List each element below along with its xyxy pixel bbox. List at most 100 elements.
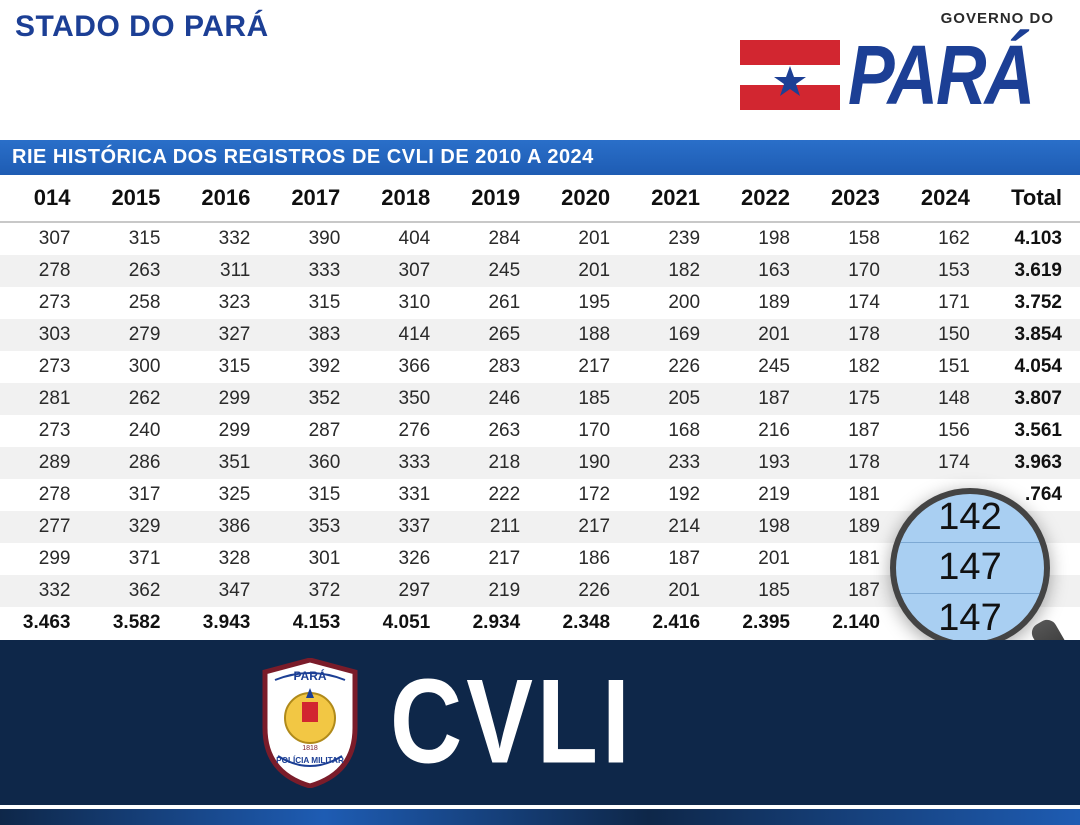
table-cell: 201: [628, 575, 718, 607]
table-cell: 289: [0, 447, 88, 479]
table-cell: 383: [268, 319, 358, 351]
table-col-header: 2022: [718, 175, 808, 222]
table-cell: 299: [178, 383, 268, 415]
table-sum-cell: 3.943: [178, 607, 268, 639]
table-cell: 218: [448, 447, 538, 479]
table-cell: 352: [268, 383, 358, 415]
table-cell: 278: [0, 479, 88, 511]
table-cell: 170: [538, 415, 628, 447]
table-cell: 187: [628, 543, 718, 575]
table-cell: 163: [718, 255, 808, 287]
table-sum-cell: 3.463: [0, 607, 88, 639]
magnifier-value: 142: [896, 493, 1044, 542]
table-cell: 273: [0, 287, 88, 319]
table-cell: 301: [268, 543, 358, 575]
table-cell: 3.561: [988, 415, 1080, 447]
gov-small-text: GOVERNO DO: [740, 10, 1060, 27]
table-cell: 337: [358, 511, 448, 543]
table-cell: 186: [538, 543, 628, 575]
table-cell: 246: [448, 383, 538, 415]
table-cell: 148: [898, 383, 988, 415]
table-cell: 273: [0, 415, 88, 447]
table-row: 2892863513603332181902331931781743.963: [0, 447, 1080, 479]
table-sum-cell: 3.582: [88, 607, 178, 639]
table-sum-cell: 2.348: [538, 607, 628, 639]
table-cell: 278: [0, 255, 88, 287]
table-col-header: 2018: [358, 175, 448, 222]
table-cell: 170: [808, 255, 898, 287]
table-cell: 192: [628, 479, 718, 511]
table-col-header: 2020: [538, 175, 628, 222]
table-cell: 277: [0, 511, 88, 543]
table-cell: 188: [538, 319, 628, 351]
table-sum-cell: 2.934: [448, 607, 538, 639]
svg-text:1818: 1818: [302, 745, 318, 752]
svg-text:PARÁ: PARÁ: [293, 668, 326, 683]
table-cell: 240: [88, 415, 178, 447]
table-cell: 258: [88, 287, 178, 319]
table-row: 2782633113333072452011821631701533.619: [0, 255, 1080, 287]
table-cell: 315: [268, 479, 358, 511]
table-sum-cell: 2.416: [628, 607, 718, 639]
table-cell: 310: [358, 287, 448, 319]
table-cell: 366: [358, 351, 448, 383]
table-col-header: 2015: [88, 175, 178, 222]
table-sum-cell: 4.051: [358, 607, 448, 639]
table-cell: 273: [0, 351, 88, 383]
table-cell: 185: [718, 575, 808, 607]
table-cell: 297: [358, 575, 448, 607]
table-row: 2732402992872762631701682161871563.561: [0, 415, 1080, 447]
table-cell: 189: [808, 511, 898, 543]
table-cell: 332: [178, 222, 268, 255]
table-cell: 283: [448, 351, 538, 383]
table-cell: 3.619: [988, 255, 1080, 287]
table-col-header: 2017: [268, 175, 358, 222]
table-cell: 217: [448, 543, 538, 575]
table-cell: 265: [448, 319, 538, 351]
table-cell: 172: [538, 479, 628, 511]
table-cell: 276: [358, 415, 448, 447]
table-cell: 263: [88, 255, 178, 287]
table-cell: 200: [628, 287, 718, 319]
table-cell: 205: [628, 383, 718, 415]
table-cell: 217: [538, 511, 628, 543]
table-cell: 371: [88, 543, 178, 575]
table-cell: 239: [628, 222, 718, 255]
table-cell: 150: [898, 319, 988, 351]
table-row: 3073153323904042842012391981581624.103: [0, 222, 1080, 255]
pm-shield-icon: PARÁ POLÍCIA MILITAR 1818: [260, 658, 360, 788]
table-cell: 211: [448, 511, 538, 543]
table-row: 2732583233153102611952001891741713.752: [0, 287, 1080, 319]
table-row: 2733003153923662832172262451821514.054: [0, 351, 1080, 383]
table-cell: 219: [448, 575, 538, 607]
magnifier-lens-icon: 142 147 147: [890, 488, 1050, 648]
svg-text:POLÍCIA MILITAR: POLÍCIA MILITAR: [276, 755, 344, 765]
table-row: 2812622993523502461852051871751483.807: [0, 383, 1080, 415]
magnifier-value: 147: [896, 542, 1044, 592]
table-cell: 201: [538, 222, 628, 255]
table-cell: 181: [808, 543, 898, 575]
table-cell: 245: [718, 351, 808, 383]
table-cell: 300: [88, 351, 178, 383]
table-cell: 315: [268, 287, 358, 319]
table-col-header: 2024: [898, 175, 988, 222]
table-cell: 187: [808, 415, 898, 447]
table-cell: 174: [808, 287, 898, 319]
table-cell: 362: [88, 575, 178, 607]
table-cell: 190: [538, 447, 628, 479]
table-cell: 168: [628, 415, 718, 447]
table-cell: 216: [718, 415, 808, 447]
table-row: 3032793273834142651881692011781503.854: [0, 319, 1080, 351]
table-cell: 245: [448, 255, 538, 287]
table-cell: 372: [268, 575, 358, 607]
table-cell: 214: [628, 511, 718, 543]
table-cell: 299: [0, 543, 88, 575]
table-cell: 201: [718, 319, 808, 351]
table-cell: 281: [0, 383, 88, 415]
table-cell: 414: [358, 319, 448, 351]
table-sum-cell: 2.140: [808, 607, 898, 639]
table-cell: 299: [178, 415, 268, 447]
table-cell: 331: [358, 479, 448, 511]
table-cell: 328: [178, 543, 268, 575]
table-cell: 351: [178, 447, 268, 479]
